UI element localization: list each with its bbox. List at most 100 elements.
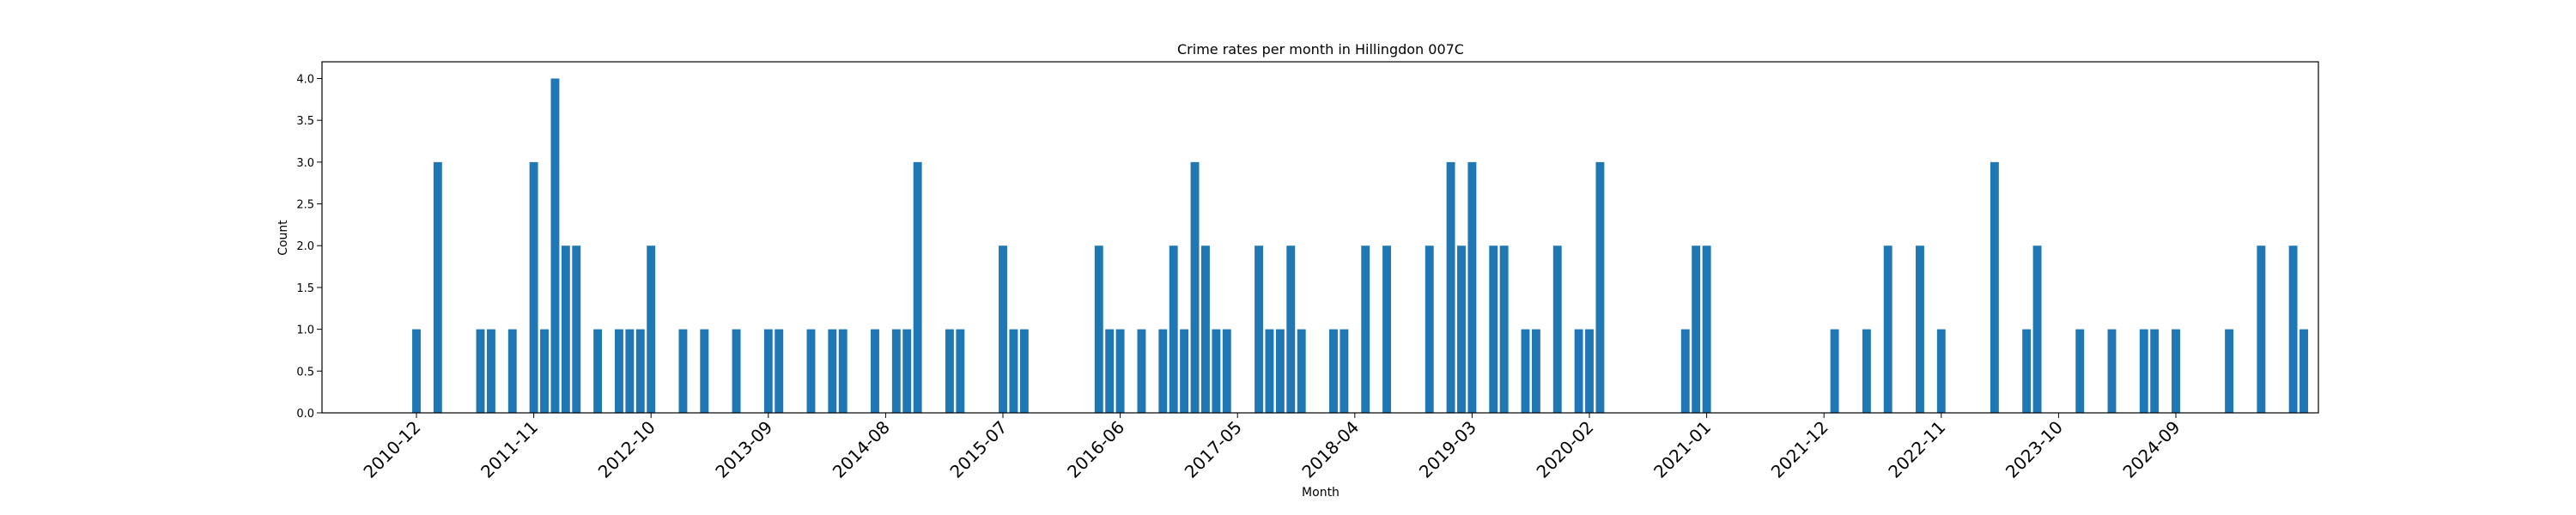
bar [1361,245,1370,413]
y-tick-label: 2.5 [296,199,314,212]
x-tick-label: 2011-11 [477,417,542,482]
y-axis: 0.0 0.5 1.0 1.5 2.0 2.5 3.0 3.5 4.0 [296,73,322,421]
bar [433,161,442,414]
x-tick-label: 2018-04 [1297,417,1363,482]
bar [1137,329,1146,413]
bar [1702,245,1711,413]
bar [913,161,922,414]
bar [1255,245,1263,413]
x-axis: 2010-12 2011-11 2012-10 2013-09 2014-08 2015-… [359,413,2184,482]
bar [1680,329,1690,413]
x-tick-label: 2019-03 [1415,417,1480,482]
bar [806,329,816,413]
bar [1115,329,1125,413]
bar [1019,329,1029,413]
bar [635,329,645,413]
x-tick-label: 2012-10 [594,417,659,482]
bar [2172,329,2180,413]
bar [529,161,538,414]
bar [2225,329,2234,413]
bar [625,329,635,413]
bar [1446,161,1455,414]
bar [1169,245,1178,413]
bar [1201,245,1210,413]
bar [891,329,901,413]
bar [1222,329,1231,413]
bar [1265,329,1274,413]
bar [1382,245,1391,413]
bar [838,329,848,413]
x-axis-label: Month [1302,486,1340,500]
bar [2139,329,2148,413]
bar [593,329,603,413]
bar [1531,329,1540,413]
bar [1489,245,1498,413]
bar [1916,245,1924,413]
bar [1883,245,1893,413]
bar [1595,161,1605,414]
bar [1467,161,1477,414]
bar [2107,329,2117,413]
y-tick-label: 3.0 [296,157,314,170]
bar [2032,245,2042,413]
x-tick-label: 2023-10 [2002,417,2067,482]
y-tick-label: 3.5 [296,115,314,128]
bar [999,245,1007,413]
bar [871,329,879,413]
bar [1297,329,1306,413]
bar [486,329,495,413]
bar [1094,245,1103,413]
y-axis-label: Count [276,220,290,256]
bar [1425,245,1434,413]
bar [647,245,656,413]
bar [540,329,549,413]
bar [1105,329,1115,413]
y-tick-label: 0.5 [296,366,314,379]
bar [1862,329,1871,413]
bar [2075,329,2085,413]
y-tick-label: 0.0 [296,408,314,421]
bar [1009,329,1018,413]
bar [572,245,581,413]
bar [1212,329,1221,413]
bar [507,329,517,413]
x-tick-label: 2024-09 [2118,417,2184,482]
bar [1990,161,1999,414]
bar [956,329,965,413]
x-tick-label: 2020-02 [1532,417,1597,482]
bar [2300,329,2308,413]
bar [828,329,837,413]
bar [902,329,912,413]
bar [1180,329,1189,413]
bar [1158,329,1168,413]
bar [1521,329,1530,413]
bar [2150,329,2160,413]
x-tick-label: 2017-05 [1181,417,1246,482]
bar [1692,245,1701,413]
bar [763,329,773,413]
x-tick-label: 2014-08 [829,417,894,482]
bar [1190,161,1200,414]
bar [1936,329,1946,413]
y-tick-label: 1.0 [296,324,314,337]
bar [1499,245,1509,413]
bar [1340,329,1349,413]
chart-title: Crime rates per month in Hillingdon 007C [1177,41,1464,58]
bar [775,329,784,413]
bar [1329,329,1338,413]
bar [2022,329,2032,413]
bar [700,329,709,413]
x-tick-label: 2021-01 [1649,417,1715,482]
bar [1585,329,1594,413]
y-tick-label: 2.0 [296,240,314,253]
x-tick-label: 2016-06 [1063,417,1128,482]
bar [945,329,954,413]
bar [550,78,560,413]
bar [1574,329,1583,413]
x-tick-label: 2013-09 [711,417,776,482]
y-tick-label: 4.0 [296,73,314,86]
bar [1552,245,1562,413]
bar [732,329,741,413]
bar [2257,245,2266,413]
